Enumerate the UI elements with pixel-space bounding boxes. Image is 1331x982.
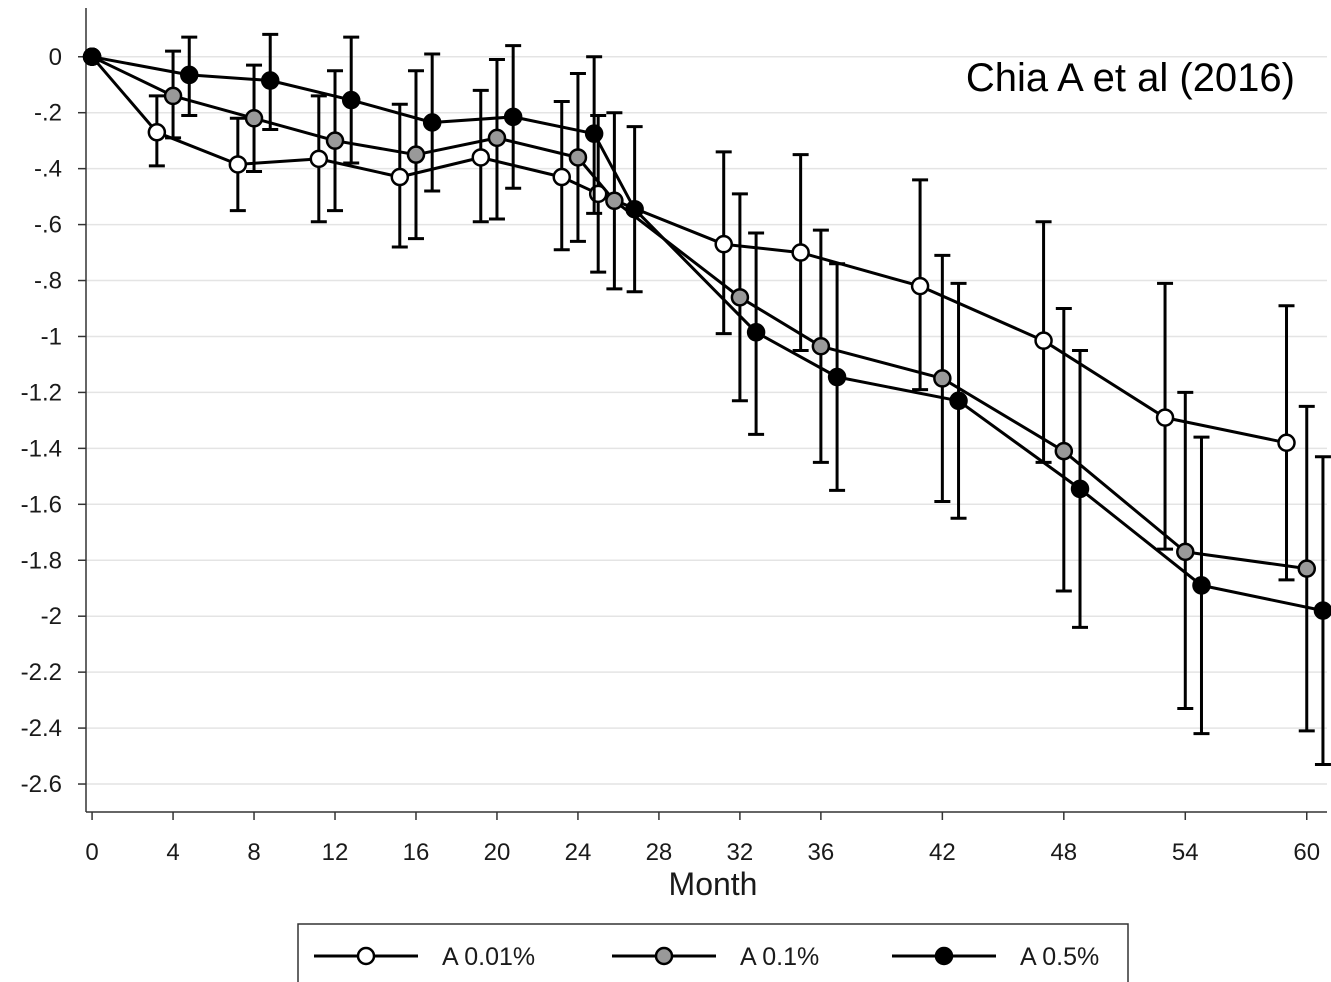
y-tick-label: -1 xyxy=(41,323,62,350)
data-point xyxy=(179,65,199,85)
data-point xyxy=(811,337,831,356)
y-tick-label: -.2 xyxy=(34,100,62,127)
data-point xyxy=(625,199,644,219)
x-tick-label: 60 xyxy=(1293,839,1320,866)
data-point xyxy=(714,234,733,254)
data-point xyxy=(552,167,572,187)
y-tick-label: -2.2 xyxy=(21,659,62,686)
data-point xyxy=(244,109,264,128)
series-3 xyxy=(82,32,1331,766)
data-point xyxy=(1192,576,1211,595)
data-point xyxy=(827,367,847,387)
y-tick-label: -2.6 xyxy=(21,771,62,798)
legend-item: A 0.1% xyxy=(612,943,819,971)
x-tick-label: 24 xyxy=(565,839,592,866)
grid-layer xyxy=(86,56,1327,785)
y-tick-label: 0 xyxy=(49,44,62,71)
chart-annotation: Chia A et al (2016) xyxy=(966,56,1295,100)
data-point xyxy=(1034,331,1053,350)
legend-box xyxy=(297,923,1129,982)
legend-item: A 0.5% xyxy=(892,943,1099,971)
x-tick-label: 54 xyxy=(1172,839,1199,866)
series-line xyxy=(91,55,1324,613)
y-tick-label: -2.4 xyxy=(21,715,62,742)
series-layer xyxy=(82,32,1331,766)
legend-marker xyxy=(934,946,954,966)
series-line xyxy=(91,55,1308,571)
x-tick-label: 8 xyxy=(247,839,260,866)
data-point xyxy=(487,128,507,148)
y-tick-label: -.8 xyxy=(34,268,62,295)
data-point xyxy=(422,113,442,132)
legend-items: A 0.01% A 0.1% A 0.5% xyxy=(314,943,1099,971)
data-point xyxy=(605,191,624,211)
data-point xyxy=(309,149,329,169)
data-point xyxy=(406,145,426,164)
data-point xyxy=(584,124,604,143)
series-2 xyxy=(82,47,1317,733)
data-point xyxy=(163,86,183,106)
data-point xyxy=(390,167,410,187)
legend-item: A 0.01% xyxy=(314,943,535,971)
data-point xyxy=(325,131,345,150)
data-point xyxy=(910,276,930,296)
y-tick-label: -1.2 xyxy=(21,379,62,406)
y-tick-label: -.6 xyxy=(34,212,62,239)
x-tick-label: 32 xyxy=(727,839,754,866)
legend: A 0.01% A 0.1% A 0.5% xyxy=(297,923,1129,982)
y-tick-label: -2 xyxy=(41,603,62,630)
axes-layer: 0 -.2 -.4 -.6 -.8 -1 -1.2 -1.4 -1.6 -1.8 -2 -2.2 -2.… xyxy=(21,8,1327,866)
data-point xyxy=(568,148,588,167)
y-tick-label: -.4 xyxy=(34,156,62,183)
x-tick-label: 4 xyxy=(166,839,179,866)
series-line xyxy=(90,55,1287,445)
data-point xyxy=(949,391,968,411)
x-tick-label: 0 xyxy=(85,839,98,866)
data-point xyxy=(147,123,167,142)
data-point xyxy=(341,90,361,110)
data-point xyxy=(1313,601,1331,620)
x-axis-title: Month xyxy=(669,866,758,902)
data-point xyxy=(746,323,766,342)
x-tick-label: 20 xyxy=(484,839,511,866)
legend-label: A 0.1% xyxy=(740,943,819,971)
data-point xyxy=(82,47,102,67)
data-point xyxy=(1277,433,1296,453)
x-tick-label: 42 xyxy=(929,839,956,866)
data-point xyxy=(1176,542,1195,562)
x-tick-label: 48 xyxy=(1050,839,1077,866)
x-tick-label: 12 xyxy=(322,839,349,866)
data-point xyxy=(228,155,248,174)
legend-marker xyxy=(356,946,376,966)
data-point xyxy=(471,148,491,167)
data-point xyxy=(1054,441,1074,461)
legend-label: A 0.01% xyxy=(442,943,535,971)
data-point xyxy=(1297,559,1317,578)
x-tick-label: 28 xyxy=(646,839,673,866)
x-tick-label: 16 xyxy=(403,839,430,866)
data-point xyxy=(933,369,952,388)
y-tick-label: -1.4 xyxy=(21,435,62,462)
series-1 xyxy=(82,47,1296,582)
legend-marker xyxy=(654,946,674,966)
legend-label: A 0.5% xyxy=(1020,943,1099,971)
x-tick-label: 36 xyxy=(808,839,835,866)
data-point xyxy=(260,71,280,90)
y-tick-label: -1.8 xyxy=(21,547,62,574)
data-point xyxy=(791,243,810,262)
data-point xyxy=(1155,408,1175,427)
data-point xyxy=(730,288,750,307)
data-point xyxy=(503,107,523,127)
data-point xyxy=(1070,479,1090,499)
y-tick-label: -1.6 xyxy=(21,491,62,518)
